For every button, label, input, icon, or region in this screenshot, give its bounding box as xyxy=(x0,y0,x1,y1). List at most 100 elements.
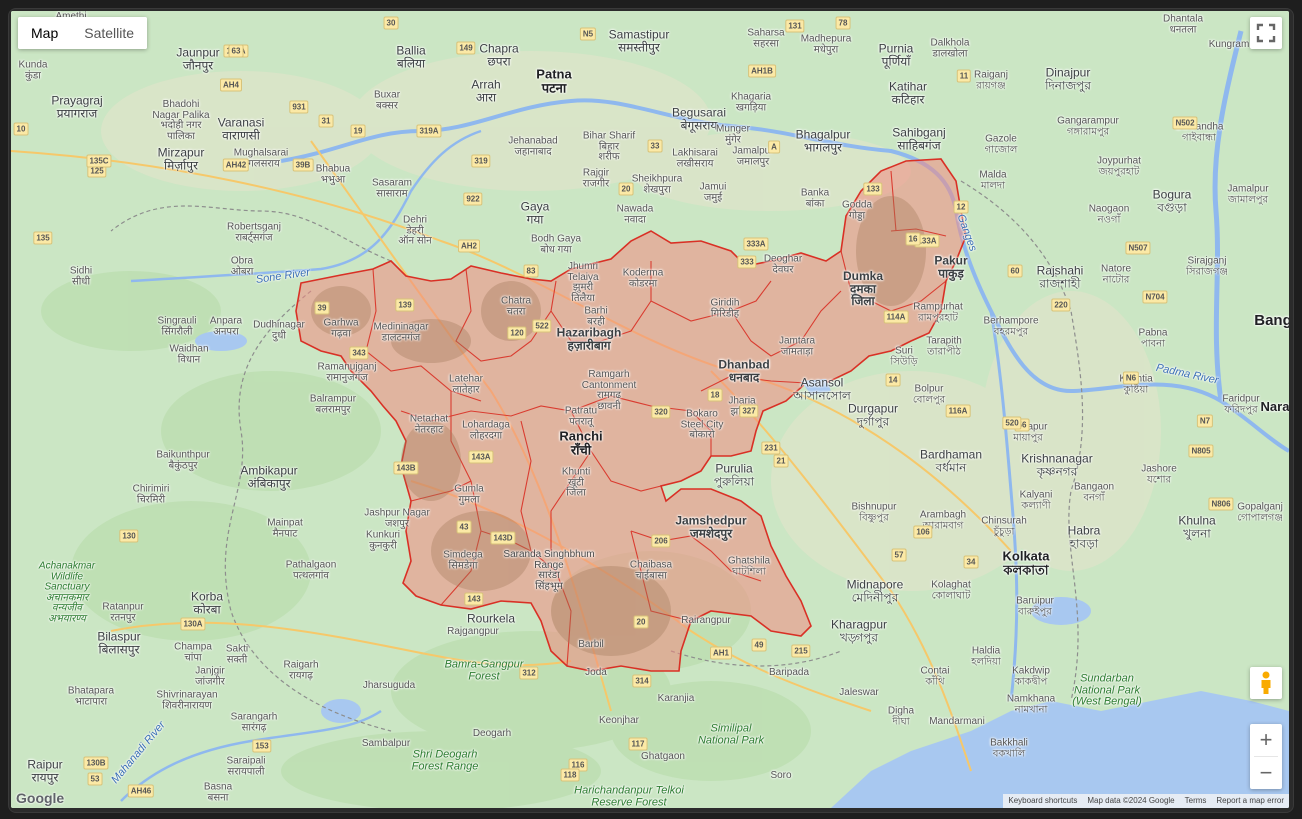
place-label[interactable]: Saraipali सरायपाली xyxy=(226,755,266,777)
place-label[interactable]: Shri Deogarh Forest Range xyxy=(411,748,479,772)
place-label[interactable]: Ramgarh Cantonment रामगढ़ छावनी xyxy=(581,369,637,412)
place-label[interactable]: Bishnupur বিষ্ণুপুর xyxy=(851,501,897,523)
place-label[interactable]: Janjgir जांजगीर xyxy=(195,665,225,687)
place-label[interactable]: Bang xyxy=(1254,312,1289,330)
place-label[interactable]: Nawada नवादा xyxy=(616,203,654,225)
place-label[interactable]: Kalyani কল্যাণী xyxy=(1019,489,1053,511)
place-label[interactable]: Bolpur বোলপুর xyxy=(912,383,946,405)
place-label[interactable]: Purnia पूर्णियाँ xyxy=(878,41,914,68)
place-label[interactable]: Kharagpur খড়্গপুর xyxy=(830,617,888,644)
place-label[interactable]: Malda মালদা xyxy=(979,169,1007,191)
place-label[interactable]: Harichandanpur Telkoi Reserve Forest xyxy=(574,784,684,808)
place-label[interactable]: Anpara अनपरा xyxy=(209,315,243,337)
place-label[interactable]: Basna बसना xyxy=(203,781,233,803)
place-label[interactable]: Jashpur Nagar जशपुर xyxy=(364,507,430,529)
place-label[interactable]: Simdega सिमडेगा xyxy=(443,549,483,571)
place-label[interactable]: Bihar Sharif बिहार शरीफ xyxy=(582,130,636,163)
place-label[interactable]: Achanakmar Wildlife Sanctuary अचानकमार व… xyxy=(38,560,96,624)
place-label[interactable]: Haldia হলদিয়া xyxy=(971,645,1001,667)
place-label[interactable]: Nara xyxy=(1260,399,1289,415)
place-label[interactable]: Habra হাবড়া xyxy=(1067,523,1101,550)
place-label[interactable]: Bardhaman বর্ধমান xyxy=(919,447,983,474)
place-label[interactable]: Lohardaga लोहरदगा xyxy=(462,419,510,441)
place-label[interactable]: Chirimiri चिरमिरी xyxy=(132,483,170,505)
place-label[interactable]: Sidhi सीधी xyxy=(69,265,93,287)
place-label[interactable]: Mainpat मैनपाट xyxy=(267,517,303,539)
place-label[interactable]: Dalkhola डालखोला xyxy=(930,37,970,59)
place-label[interactable]: Rajgangpur xyxy=(447,625,499,637)
place-label[interactable]: Midnapore মেদিনীপুর xyxy=(846,577,904,604)
place-label[interactable]: Tarapith তারাপীঠ xyxy=(926,335,962,357)
place-label[interactable]: Sahibganj साहिबगंज xyxy=(892,125,946,152)
place-label[interactable]: Bilaspur बिलासपुर xyxy=(97,629,141,656)
place-label[interactable]: Medininagar डालटनगंज xyxy=(373,321,429,343)
place-label[interactable]: Baripada xyxy=(768,666,810,678)
place-label[interactable]: Sasaram सासाराम xyxy=(371,177,413,199)
place-label[interactable]: Amethi xyxy=(55,11,86,23)
place-label[interactable]: Sundarban National Park (West Bengal) xyxy=(1072,672,1142,708)
place-label[interactable]: Khunti खूंटी जिला xyxy=(561,466,591,499)
place-label[interactable]: Soro xyxy=(770,769,792,781)
place-label[interactable]: Rourkela xyxy=(466,611,516,626)
place-label[interactable]: Garhwa गढ़वा xyxy=(323,317,359,339)
place-label[interactable]: Gopalganj গোপালগঞ্জ xyxy=(1237,501,1283,523)
place-label[interactable]: Jaunpur जौनपुर xyxy=(176,45,220,72)
place-label[interactable]: Saranda Singhbhum Range सारंडा सिंहभूम xyxy=(503,549,595,592)
place-label[interactable]: Joypurhat জয়পুরহাট xyxy=(1097,155,1141,177)
place-label[interactable]: Robertsganj राबर्ट्सगंज xyxy=(227,221,281,243)
place-label[interactable]: Samastipur समस्तीपुर xyxy=(608,27,670,54)
place-label[interactable]: Sakti सक्ती xyxy=(225,643,249,665)
street-view-pegman-button[interactable] xyxy=(1250,667,1282,699)
place-label[interactable]: Bhagalpur भागलपुर xyxy=(795,127,851,154)
place-label[interactable]: Gazole গাজোল xyxy=(984,133,1018,155)
place-label[interactable]: Chaibasa चाईबासा xyxy=(629,559,673,581)
map-canvas[interactable]: Amethi Kunda कुंडा Jaunpur जौनपुर Prayag… xyxy=(11,11,1289,808)
place-label[interactable]: Mandarmani xyxy=(929,715,985,727)
place-label[interactable]: Kunkuri कुनकुरी xyxy=(366,529,400,551)
place-label[interactable]: Contai কাঁথি xyxy=(920,665,950,687)
place-label[interactable]: Bangaon বনগাঁ xyxy=(1073,481,1115,503)
place-label[interactable]: Barbil xyxy=(578,638,604,650)
fullscreen-button[interactable] xyxy=(1250,17,1282,49)
place-label[interactable]: Ranchi राँची xyxy=(559,428,603,457)
place-label[interactable]: Durgapur দুর্গাপুর xyxy=(847,401,899,428)
place-label[interactable]: Jamalpur জামালপুর xyxy=(1227,183,1269,205)
place-label[interactable]: Bhatapara भाटापारा xyxy=(67,685,115,707)
place-label[interactable]: Arrah आरा xyxy=(471,77,501,104)
place-label[interactable]: Raiganj রায়গঞ্জ xyxy=(974,69,1008,91)
place-label[interactable]: Ghatshila ঘাটশিলা xyxy=(727,555,771,577)
place-label[interactable]: Kunda कुंडा xyxy=(18,59,48,81)
place-label[interactable]: Joda xyxy=(585,666,607,678)
place-label[interactable]: Munger मुंगेर xyxy=(716,123,750,145)
place-label[interactable]: Champa चांपा xyxy=(174,641,212,663)
place-label[interactable]: Bodh Gaya बोध गया xyxy=(530,233,582,255)
place-label[interactable]: Khulna খুলনা xyxy=(1178,513,1216,540)
place-label[interactable]: Gumla गुमला xyxy=(454,483,484,505)
place-label[interactable]: Suri সিউড়ি xyxy=(890,345,918,367)
place-label[interactable]: Krishnanagar কৃষ্ণনগর xyxy=(1021,451,1093,478)
place-label[interactable]: Latehar लातेहार xyxy=(449,373,483,395)
place-label[interactable]: Raipur रायपुर xyxy=(27,757,63,784)
terms-link[interactable]: Terms xyxy=(1184,796,1207,805)
place-label[interactable]: Dumka दुमका जिला xyxy=(842,269,884,309)
place-label[interactable]: Bamra-Gangpur Forest xyxy=(444,658,524,682)
place-label[interactable]: Jharsuguda xyxy=(362,679,416,691)
place-label[interactable]: Jamalpur जमालपुर xyxy=(732,145,774,167)
place-label[interactable]: Ballia बलिया xyxy=(396,43,426,70)
zoom-in-button[interactable]: + xyxy=(1259,727,1273,752)
place-label[interactable]: Ratanpur रतनपुर xyxy=(102,601,144,623)
place-label[interactable]: Naogaon নওগাঁ xyxy=(1088,203,1130,225)
place-label[interactable]: Godda गोड्डा xyxy=(841,199,873,221)
place-label[interactable]: Gaibandha গাইবান্ধা xyxy=(1174,121,1224,143)
place-label[interactable]: Jamtara जामताड़ा xyxy=(778,335,816,357)
place-label[interactable]: Bogura বগুড়া xyxy=(1152,187,1192,214)
place-label[interactable]: Karanjia xyxy=(657,692,695,704)
place-label[interactable]: Patratu पतरातू xyxy=(564,405,598,427)
place-label[interactable]: Ghatgaon xyxy=(641,750,685,762)
place-label[interactable]: Natore নাটোর xyxy=(1100,263,1132,285)
place-label[interactable]: Faridpur ফরিদপুর xyxy=(1222,393,1260,415)
place-label[interactable]: Arambagh আরামবাগ xyxy=(919,509,967,531)
place-label[interactable]: Khagaria खगड़िया xyxy=(730,91,772,113)
place-label[interactable]: Deoghar देवघर xyxy=(763,253,803,275)
place-label[interactable]: Similipal National Park xyxy=(697,722,765,746)
